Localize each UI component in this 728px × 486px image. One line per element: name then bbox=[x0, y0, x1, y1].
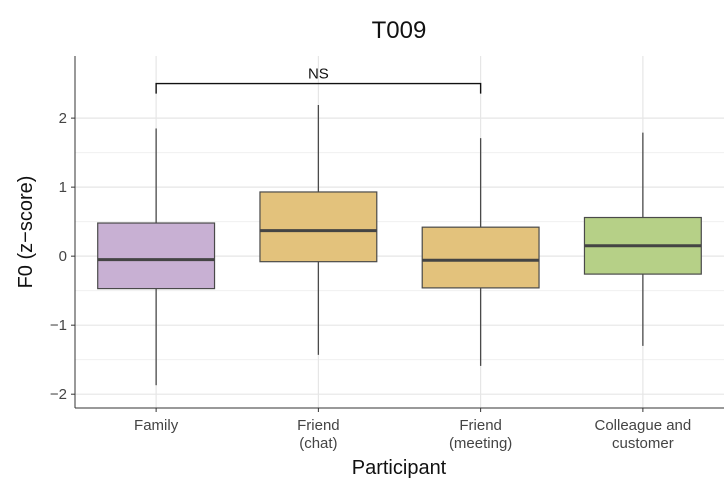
x-tick-label: Friend (chat) bbox=[297, 417, 340, 452]
y-axis-label: F0 (z−score) bbox=[15, 176, 37, 289]
chart-title: T009 bbox=[372, 17, 427, 44]
y-tick-label: −1 bbox=[50, 317, 67, 334]
x-tick-label: Colleague and customer bbox=[595, 417, 692, 452]
box-iqr bbox=[97, 222, 216, 290]
x-tick-label: Friend (meeting) bbox=[449, 417, 512, 452]
plot-panel: NS −2 −1 0 1 2 Family Friend (chat) Friend (meetin… bbox=[50, 56, 724, 452]
box-iqr bbox=[421, 226, 540, 289]
box-iqr bbox=[259, 191, 378, 263]
y-tick-label: −2 bbox=[50, 386, 67, 403]
y-tick-label: 0 bbox=[59, 248, 67, 265]
y-tick-label: 2 bbox=[59, 110, 67, 127]
x-tick-label: Family bbox=[134, 417, 179, 434]
y-tick-label: 1 bbox=[59, 179, 67, 196]
significance-bracket bbox=[155, 82, 482, 94]
significance-label: NS bbox=[308, 66, 329, 83]
x-axis-label: Participant bbox=[352, 457, 447, 479]
